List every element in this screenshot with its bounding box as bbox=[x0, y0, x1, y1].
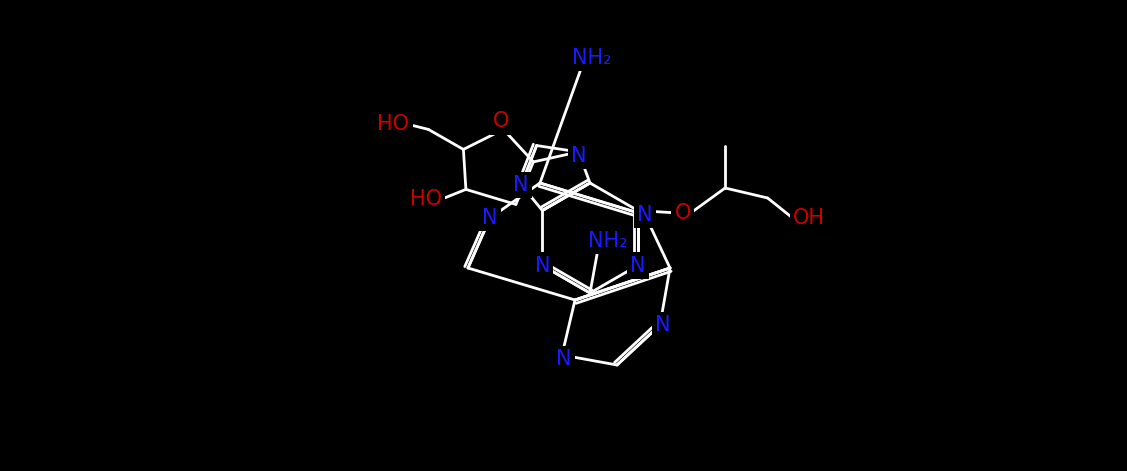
Text: NH₂: NH₂ bbox=[573, 48, 612, 68]
Text: N: N bbox=[570, 146, 586, 166]
Text: N: N bbox=[637, 205, 653, 225]
Text: N: N bbox=[630, 255, 646, 276]
Text: HO: HO bbox=[410, 189, 442, 210]
Text: NH₂: NH₂ bbox=[588, 231, 628, 251]
Text: O: O bbox=[494, 112, 509, 131]
Text: O: O bbox=[674, 203, 691, 223]
Text: OH: OH bbox=[792, 208, 825, 228]
Text: N: N bbox=[534, 255, 550, 276]
Text: N: N bbox=[514, 175, 529, 195]
Text: HO: HO bbox=[378, 114, 409, 134]
Text: N: N bbox=[557, 349, 571, 369]
Text: N: N bbox=[482, 208, 498, 228]
Text: N: N bbox=[655, 315, 671, 335]
